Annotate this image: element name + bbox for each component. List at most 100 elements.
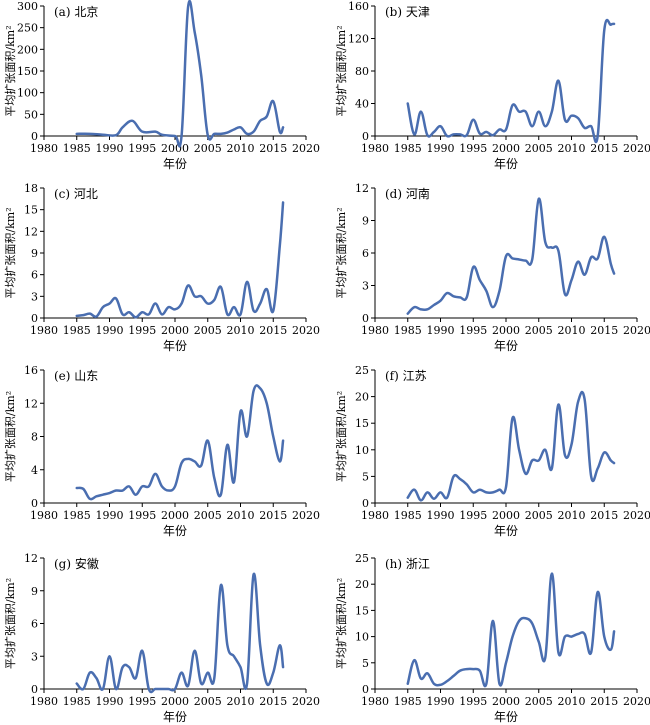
x-axis-label: 年份 <box>494 339 518 353</box>
x-tick-label: 2000 <box>161 324 189 337</box>
chart-panel: 0 3 6 9 12 1980 1985 1990 1995 2000 2005 2010 2015 20… <box>334 182 650 353</box>
y-tick-label: 15 <box>24 204 38 217</box>
panel-title: (d) 河南 <box>385 186 430 201</box>
y-tick-label: 5 <box>362 657 369 670</box>
x-tick-label: 2005 <box>525 695 553 708</box>
x-tick-label: 1980 <box>30 142 58 155</box>
x-tick-label: 1990 <box>96 324 124 337</box>
chart-panel: 0 50 100 150 200 250 300 1980 1985 1990 1995 2000 20… <box>3 0 320 171</box>
chart-panel: 0 40 80 120 160 1980 1985 1990 1995 2000 2005 2010 2… <box>334 0 650 171</box>
x-tick-label: 2005 <box>194 509 222 522</box>
y-tick-label: 12 <box>24 397 38 410</box>
x-tick-label: 1995 <box>128 324 156 337</box>
y-axis-label: 平均扩张面积/km² <box>334 391 348 482</box>
y-tick-label: 9 <box>31 585 38 598</box>
y-tick-label: 160 <box>348 0 369 13</box>
y-axis-label: 平均扩张面积/km² <box>334 578 348 669</box>
x-tick-label: 2020 <box>623 509 650 522</box>
panel-title: (a) 北京 <box>54 5 98 19</box>
x-tick-label: 1980 <box>361 695 389 708</box>
x-tick-label: 1980 <box>361 509 389 522</box>
y-tick-label: 12 <box>24 552 38 565</box>
x-axis-label: 年份 <box>163 710 187 724</box>
x-tick-label: 2015 <box>259 324 287 337</box>
x-tick-label: 2015 <box>259 509 287 522</box>
y-tick-label: 0 <box>362 312 369 325</box>
y-axis-label: 平均扩张面积/km² <box>3 207 17 298</box>
x-tick-label: 1985 <box>63 695 91 708</box>
y-tick-label: 4 <box>31 464 38 477</box>
y-tick-label: 15 <box>355 604 369 617</box>
y-tick-label: 10 <box>355 444 369 457</box>
x-tick-label: 1990 <box>427 695 455 708</box>
y-tick-label: 16 <box>24 364 38 377</box>
y-tick-label: 40 <box>355 98 369 111</box>
x-tick-label: 1995 <box>459 142 487 155</box>
chart-panel: 0 5 10 15 20 25 1980 1985 1990 1995 2000 2005 2010 20… <box>334 364 650 538</box>
x-tick-label: 1980 <box>30 324 58 337</box>
x-axis-label: 年份 <box>163 339 187 353</box>
y-tick-label: 80 <box>355 65 369 78</box>
chart-panel: 0 3 6 9 12 15 18 1980 1985 1990 1995 2000 2005 2010 20… <box>3 182 320 353</box>
y-axis-label: 平均扩张面积/km² <box>334 25 348 116</box>
x-tick-label: 2010 <box>227 509 255 522</box>
y-tick-label: 20 <box>355 391 369 404</box>
x-tick-label: 2015 <box>259 695 287 708</box>
panel-title: (g) 安徽 <box>54 556 99 571</box>
x-tick-label: 1995 <box>128 142 156 155</box>
series-line <box>406 390 616 502</box>
x-tick-label: 2010 <box>558 142 586 155</box>
x-tick-label: 2005 <box>525 142 553 155</box>
x-tick-label: 1980 <box>30 509 58 522</box>
x-tick-label: 2020 <box>292 142 320 155</box>
panel-title: (f) 江苏 <box>385 369 427 383</box>
x-tick-label: 2000 <box>161 695 189 708</box>
x-tick-label: 2000 <box>492 142 520 155</box>
x-axis-label: 年份 <box>494 710 518 724</box>
x-tick-label: 1995 <box>459 324 487 337</box>
series-line <box>75 572 285 694</box>
y-tick-label: 25 <box>355 364 369 377</box>
y-tick-label: 3 <box>362 280 369 293</box>
x-tick-label: 1995 <box>459 509 487 522</box>
series-line <box>406 18 616 144</box>
x-tick-label: 2000 <box>161 509 189 522</box>
y-tick-label: 0 <box>362 683 369 696</box>
y-axis-label: 平均扩张面积/km² <box>3 25 17 116</box>
x-tick-label: 2015 <box>590 142 618 155</box>
y-tick-label: 5 <box>362 470 369 483</box>
y-tick-label: 10 <box>355 631 369 644</box>
y-tick-label: 6 <box>31 618 38 631</box>
x-tick-label: 2005 <box>194 695 222 708</box>
y-tick-label: 12 <box>24 225 38 238</box>
y-tick-label: 0 <box>31 497 38 510</box>
x-tick-label: 1980 <box>361 142 389 155</box>
y-tick-label: 18 <box>24 182 38 195</box>
x-tick-label: 1985 <box>394 324 422 337</box>
series-line <box>406 197 616 315</box>
x-tick-label: 2015 <box>590 695 618 708</box>
y-tick-label: 6 <box>362 247 369 260</box>
y-tick-label: 200 <box>17 43 38 56</box>
y-tick-label: 150 <box>17 65 38 78</box>
x-tick-label: 1980 <box>30 695 58 708</box>
x-axis-label: 年份 <box>494 524 518 538</box>
x-tick-label: 2020 <box>292 695 320 708</box>
y-tick-label: 15 <box>355 417 369 430</box>
series-line <box>406 572 616 688</box>
x-tick-label: 2010 <box>558 695 586 708</box>
y-tick-label: 120 <box>348 33 369 46</box>
x-tick-label: 1990 <box>96 142 124 155</box>
y-axis-label: 平均扩张面积/km² <box>334 207 348 298</box>
x-tick-label: 2010 <box>227 142 255 155</box>
x-tick-label: 2015 <box>590 324 618 337</box>
chart-panel: 0 3 6 9 12 1980 1985 1990 1995 2000 2005 2010 2015 20… <box>3 552 320 724</box>
x-tick-label: 2015 <box>259 142 287 155</box>
x-tick-label: 2020 <box>292 324 320 337</box>
y-tick-label: 12 <box>355 182 369 195</box>
x-tick-label: 2000 <box>492 695 520 708</box>
y-tick-label: 0 <box>362 497 369 510</box>
x-tick-label: 1995 <box>459 695 487 708</box>
x-tick-label: 2020 <box>623 324 650 337</box>
x-tick-label: 1990 <box>427 324 455 337</box>
